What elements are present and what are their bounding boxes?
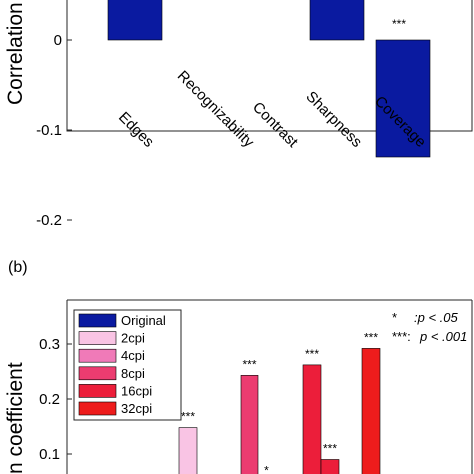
legend-swatch-4cpi [78, 348, 117, 363]
panel-a-significance-label: *** [392, 17, 406, 31]
panel-a-chart: -0.2 -0.1 0 *** Edges RecognizabilityContra… [4, 0, 473, 229]
panel-b-y-tick-label: 0.1 [39, 446, 60, 463]
panel-b-bar-8cpi [240, 375, 259, 474]
panel-a-y-tick-label: -0.2 [36, 212, 62, 229]
legend-label-2cpi: 2cpi [121, 331, 145, 346]
panel-b-legend-box [73, 309, 182, 421]
annotation-p001-text: p < .001 [419, 329, 467, 344]
panel-b-bar-32cpi [361, 348, 381, 474]
panel-b-significance-label: *** [305, 347, 319, 361]
panel-b-y-tick-label: 0.3 [39, 336, 60, 353]
panel-b-y-axis-label: n coefficient [4, 362, 27, 474]
panel-a-bar-edges [107, 0, 163, 41]
panel-a-category-label: Sharpness [302, 88, 365, 151]
panel-a-bar-coverage [375, 39, 431, 158]
panel-a-y-tick-label: 0 [54, 32, 62, 49]
legend-label-16cpi: 16cpi [121, 383, 152, 398]
panel-a-bar-sharpness [309, 0, 365, 41]
panel-b-significance-label: *** [242, 357, 256, 371]
legend-label-original: Original [121, 313, 166, 328]
panel-a-category-label: Edges [115, 109, 157, 151]
panel-b-bar-16cpi [320, 459, 340, 474]
panel-a-y-tick-label: -0.1 [36, 122, 62, 139]
panel-a-axes-box [66, 0, 473, 132]
legend-swatch-32cpi [78, 401, 117, 416]
panel-b-label: (b) [8, 259, 28, 276]
legend-swatch-2cpi [78, 331, 117, 345]
annotation-p05-text: :p < .05 [414, 310, 458, 325]
panel-b-significance-label: *** [323, 442, 337, 456]
panel-b-significance-label: *** [181, 410, 195, 424]
legend-label-32cpi: 32cpi [121, 401, 152, 416]
legend-label-8cpi: 8cpi [121, 366, 145, 381]
legend-label-4cpi: 4cpi [121, 348, 145, 363]
annotation-p001-star: ***: [392, 329, 411, 344]
panel-b-bar-2cpi [178, 427, 198, 474]
panel-b-chart: 0.10.20.3 **************** Original2cpi4… [4, 299, 473, 474]
legend-swatch-16cpi [78, 384, 117, 398]
legend-swatch-original [78, 313, 117, 328]
panel-b-y-tick-label: 0.2 [39, 391, 60, 408]
panel-a-category-label: Contrast [249, 99, 302, 152]
annotation-p05-star: * [392, 310, 397, 325]
panel-b-significance-label: *** [364, 330, 378, 344]
panel-a-y-axis-label: Correlation [4, 2, 27, 105]
panel-a-category-label: Recognizability [174, 67, 258, 151]
legend-swatch-8cpi [78, 366, 117, 381]
panel-b-bar-16cpi [302, 364, 322, 474]
panel-b-significance-label: * [264, 464, 269, 474]
